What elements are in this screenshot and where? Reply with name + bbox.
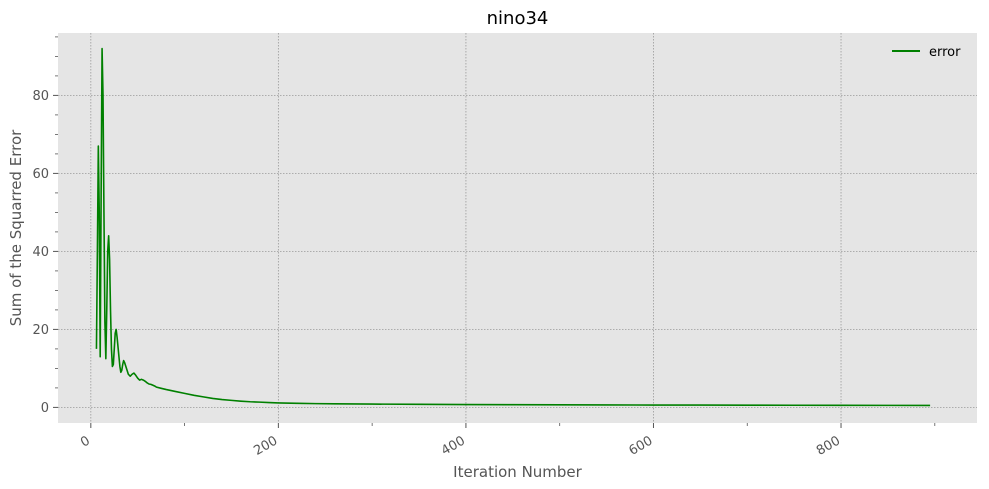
series-line-error	[95, 47, 931, 407]
x-axis-label: Iteration Number	[453, 463, 582, 481]
y-tick-label: 0	[41, 401, 49, 416]
y-tick-label: 60	[32, 167, 49, 182]
plot-area	[58, 33, 977, 423]
chart-title: nino34	[487, 8, 549, 29]
x-tick-label: 400	[439, 433, 468, 458]
x-tick-label: 200	[251, 433, 280, 458]
y-gridlines	[58, 95, 977, 408]
y-tick-label: 20	[32, 323, 49, 338]
legend-label-error: error	[929, 45, 961, 60]
legend: error	[892, 45, 961, 60]
y-tick-label: 40	[32, 245, 49, 260]
y-axis-ticks: 0 20 40 60 80	[32, 36, 58, 416]
y-tick-label: 80	[32, 89, 49, 104]
x-tick-label: 800	[814, 433, 843, 458]
x-axis-ticks: 0 200 400 600 800	[78, 423, 936, 459]
y-axis-label: Sum of the Squarred Error	[7, 129, 25, 326]
x-tick-label: 600	[626, 433, 655, 458]
x-tick-label: 0	[78, 433, 93, 450]
x-gridlines	[90, 33, 842, 423]
series-layer	[95, 47, 931, 407]
